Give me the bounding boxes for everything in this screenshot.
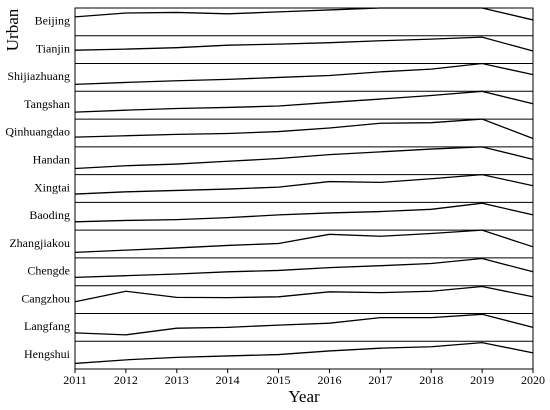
series-line	[74, 257, 534, 279]
series-label: Hengshui	[24, 347, 71, 361]
x-tick-label: 2013	[165, 373, 189, 387]
series-line	[74, 146, 534, 170]
x-tick-label: 2015	[267, 373, 291, 387]
series-line	[74, 7, 534, 21]
x-tick-label: 2011	[63, 373, 87, 387]
series-label: Qinhuangdao	[5, 125, 70, 139]
series-line	[74, 285, 534, 303]
series-label: Tangshan	[24, 97, 70, 111]
series-line	[74, 118, 534, 140]
series-label: Chengde	[27, 264, 70, 278]
series-label: Shijiazhuang	[7, 69, 70, 83]
series-line	[74, 341, 534, 365]
series-line	[74, 90, 534, 113]
series-label: Tianjin	[36, 41, 70, 55]
y-axis-title: Urban	[3, 8, 22, 51]
x-tick-label: 2019	[470, 373, 494, 387]
series-label: Handan	[33, 152, 70, 166]
series-label: Zhangjiakou	[9, 236, 70, 250]
x-tick-label: 2018	[419, 373, 443, 387]
series-line	[74, 36, 534, 52]
x-axis-title: Year	[288, 387, 320, 406]
x-tick-label: 2014	[216, 373, 240, 387]
x-tick-label: 2017	[368, 373, 392, 387]
series-label: Cangzhou	[21, 291, 70, 305]
plot-frame	[74, 7, 534, 370]
series-line	[74, 173, 534, 195]
series-label: Xingtai	[34, 180, 71, 194]
series-line	[74, 202, 534, 223]
series-line	[74, 313, 534, 336]
series-label: Langfang	[24, 319, 70, 333]
x-tick-label: 2012	[114, 373, 138, 387]
series-line	[74, 229, 534, 254]
series-line	[74, 62, 534, 86]
series-label: Beijing	[35, 14, 70, 28]
series-label: Baoding	[29, 208, 70, 222]
x-tick-label: 2020	[521, 373, 545, 387]
x-tick-label: 2016	[317, 373, 341, 387]
